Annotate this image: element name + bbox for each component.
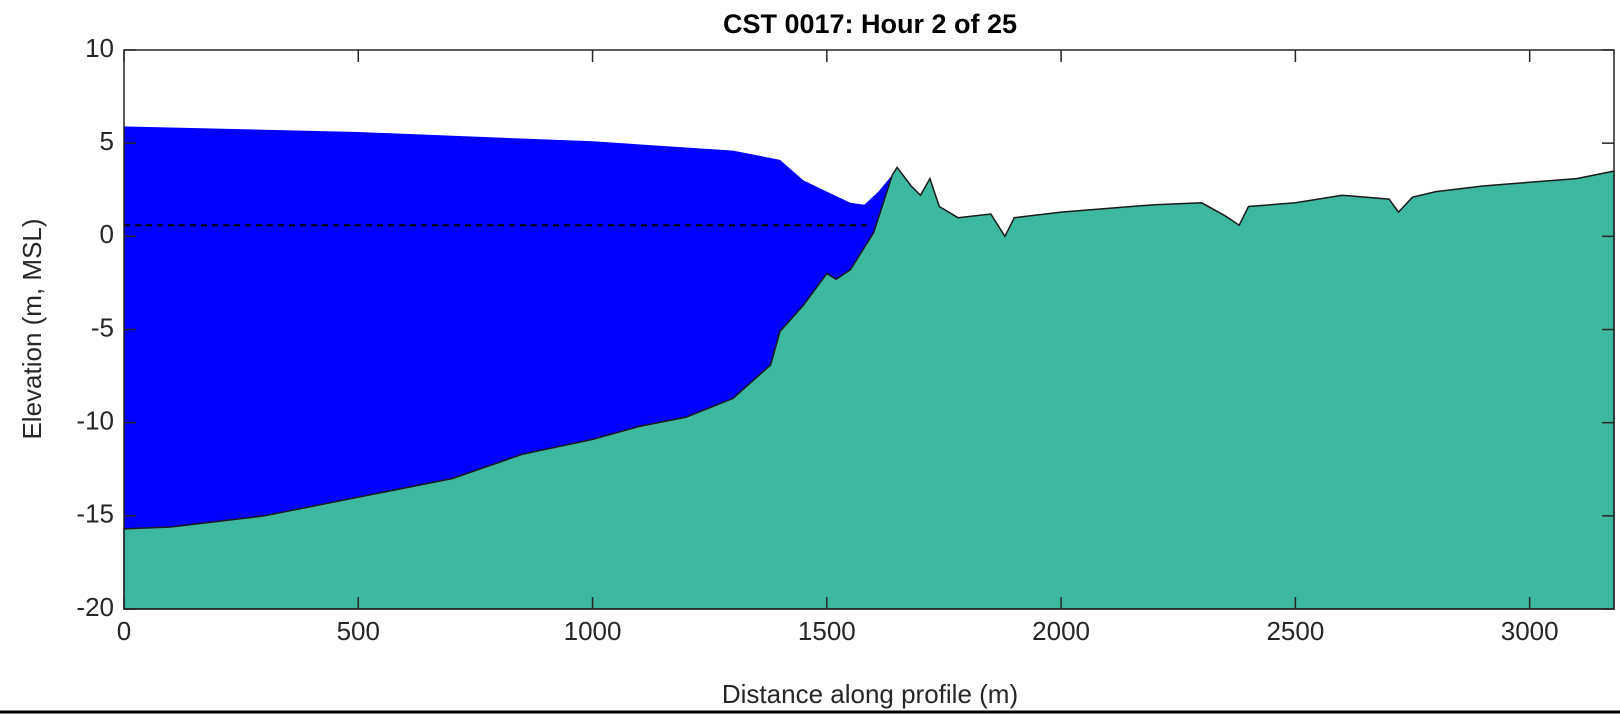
x-tick-label: 1000 <box>564 616 622 646</box>
x-tick-label: 3000 <box>1501 616 1559 646</box>
y-tick-label: 10 <box>85 33 114 63</box>
y-tick-label: -20 <box>76 592 114 622</box>
x-tick-label: 1500 <box>798 616 856 646</box>
y-tick-label: -5 <box>91 312 114 342</box>
x-axis-label: Distance along profile (m) <box>722 679 1018 709</box>
area <box>123 166 1615 610</box>
x-tick-label: 500 <box>337 616 380 646</box>
y-tick-label: -15 <box>76 499 114 529</box>
y-tick-label: 5 <box>100 126 114 156</box>
y-tick-label: 0 <box>100 219 114 249</box>
y-tick-label: -10 <box>76 406 114 436</box>
chart-title: CST 0017: Hour 2 of 25 <box>723 9 1017 39</box>
x-tick-label: 2000 <box>1032 616 1090 646</box>
x-tick-label: 2500 <box>1266 616 1324 646</box>
x-tick-label: 0 <box>117 616 131 646</box>
y-axis-label: Elevation (m, MSL) <box>17 218 47 439</box>
